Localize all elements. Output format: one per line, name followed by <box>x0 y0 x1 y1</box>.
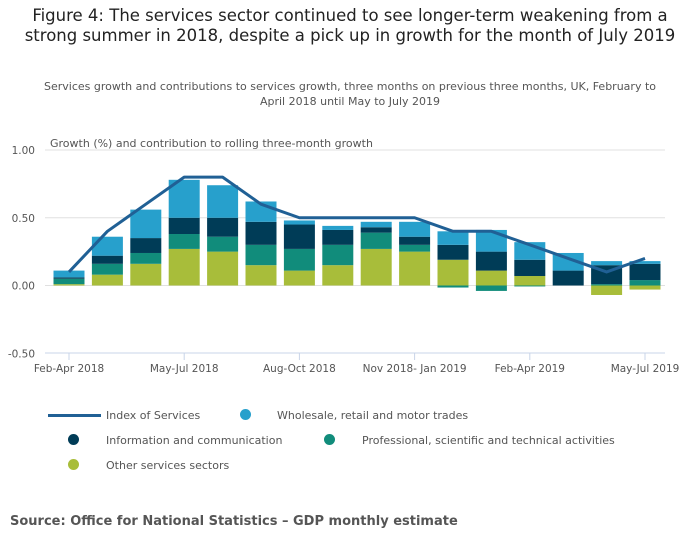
bar-segment <box>399 244 431 252</box>
bar-segment <box>437 285 469 288</box>
bar-segment <box>360 227 392 233</box>
bar-segment <box>91 274 123 286</box>
x-tick-label: Aug-Oct 2018 <box>263 363 336 375</box>
bar-segment <box>591 285 623 295</box>
bar-segment <box>591 284 623 286</box>
bar-segment <box>437 244 469 260</box>
y-axis-label: Growth (%) and contribution to rolling t… <box>50 137 373 150</box>
bar-segment <box>629 285 661 290</box>
bar-segment <box>322 265 354 286</box>
source-note: Source: Office for National Statistics –… <box>10 514 458 529</box>
bar-segment <box>360 221 392 228</box>
bar-segment <box>53 278 85 285</box>
legend-label: Information and communication <box>106 434 283 447</box>
bar-segment <box>322 225 354 230</box>
bar-segment <box>53 277 85 279</box>
bar-segment <box>130 209 162 239</box>
bar-segment <box>207 185 239 218</box>
y-tick-label: 0.00 <box>12 281 35 293</box>
bar-segment <box>629 280 661 286</box>
bar-segment <box>629 263 661 281</box>
circle-swatch-icon <box>324 434 335 445</box>
circle-swatch-icon <box>68 459 79 470</box>
x-tick-label: Feb-Apr 2018 <box>34 363 104 375</box>
chart: Growth (%) and contribution to rolling t… <box>8 137 680 375</box>
bar-segment <box>552 270 584 286</box>
bar-segment <box>283 220 315 225</box>
chart-subtitle: Services growth and contributions to ser… <box>44 80 656 108</box>
bar-segment <box>322 244 354 266</box>
bar-segment <box>207 251 239 286</box>
x-tick-label: Feb-Apr 2019 <box>495 363 565 375</box>
legend: Index of Services Wholesale, retail and … <box>0 400 700 480</box>
bar-segment <box>591 261 623 266</box>
bar-segment <box>552 252 584 271</box>
bar-segment <box>245 244 277 266</box>
bar-segment <box>437 259 469 286</box>
index-of-services-line <box>67 175 646 274</box>
bar-segment <box>514 259 546 277</box>
bar-segment <box>399 236 431 245</box>
legend-label: Professional, scientific and technical a… <box>362 434 615 447</box>
bar-segment <box>360 232 392 249</box>
bar-segment <box>207 236 239 252</box>
bar-segment <box>130 238 162 253</box>
bar-segment <box>399 221 431 237</box>
bar-segment <box>245 265 277 286</box>
bar-segment <box>514 285 546 287</box>
x-tick-label: May-Jul 2018 <box>150 363 219 375</box>
bar-segment <box>130 252 162 264</box>
legend-label: Wholesale, retail and motor trades <box>277 409 469 422</box>
bar-segment <box>475 251 507 271</box>
bar-segment <box>207 217 239 237</box>
bar-segment <box>475 270 507 286</box>
bar-segment <box>53 284 85 286</box>
y-tick-label: -0.50 <box>8 348 35 360</box>
bar-segment <box>283 248 315 271</box>
legend-label: Index of Services <box>106 409 201 422</box>
bar-segment <box>168 217 200 235</box>
bar-segment <box>360 248 392 286</box>
bar-segment <box>91 263 123 275</box>
x-tick-label: Nov 2018- Jan 2019 <box>363 363 467 375</box>
bar-segment <box>283 224 315 249</box>
bar-segment <box>168 248 200 286</box>
bar-segment <box>475 285 507 291</box>
y-tick-label: 1.00 <box>12 145 35 157</box>
bar-segment <box>514 276 546 286</box>
bar-segment <box>168 234 200 249</box>
bar-segment <box>629 261 661 264</box>
legend-label: Other services sectors <box>106 459 230 472</box>
bar-segment <box>245 221 277 245</box>
circle-swatch-icon <box>68 434 79 445</box>
bar-segment <box>437 231 469 245</box>
x-tick-label: May-Jul 2019 <box>611 363 680 375</box>
bar-segment <box>475 229 507 252</box>
bar-segment <box>322 229 354 245</box>
y-tick-label: 0.50 <box>12 213 35 225</box>
bar-segment <box>130 263 162 286</box>
bar-segment <box>283 270 315 286</box>
bar-segment <box>91 236 123 256</box>
chart-title: Figure 4: The services sector continued … <box>24 6 676 45</box>
circle-swatch-icon <box>240 409 251 420</box>
bar-segment <box>53 270 85 278</box>
line-swatch-icon <box>48 414 101 417</box>
bar-segment <box>399 251 431 286</box>
bar-segment <box>91 255 123 264</box>
